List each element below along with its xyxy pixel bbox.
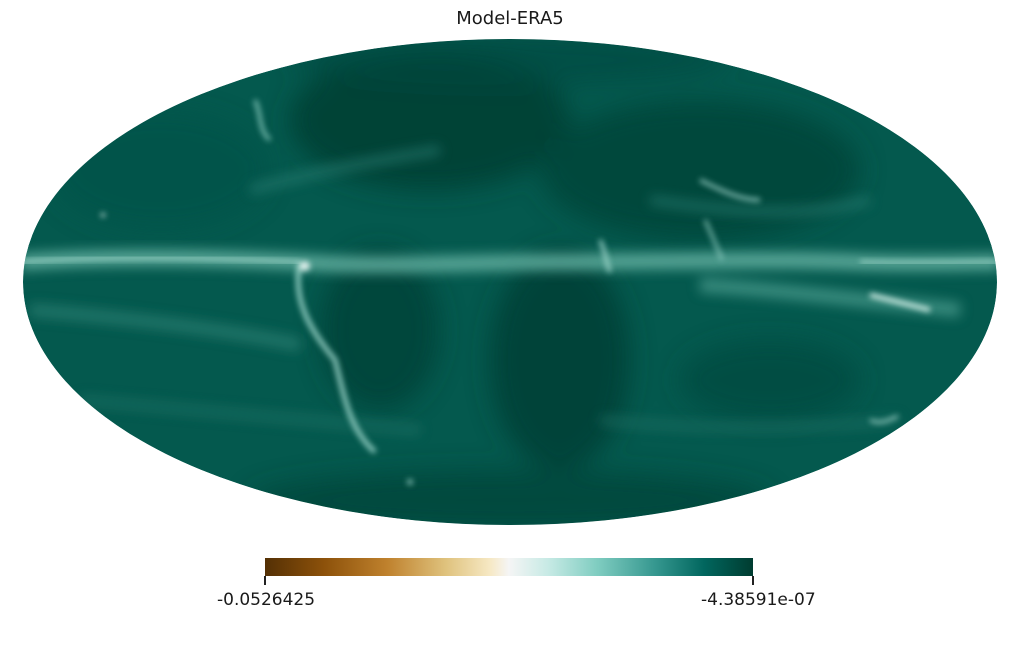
colorbar-max-label: -4.38591e-07 bbox=[701, 590, 816, 610]
bright-highlights bbox=[101, 99, 931, 485]
storm-tracks bbox=[79, 145, 901, 435]
itcz-core bbox=[23, 255, 997, 266]
map-title: Model-ERA5 bbox=[456, 8, 564, 29]
colorbar bbox=[265, 558, 753, 576]
colorbar-min-tick bbox=[264, 576, 266, 585]
globe-field bbox=[23, 39, 997, 525]
dark-regions bbox=[50, 39, 860, 525]
colorbar-min-label: -0.0526425 bbox=[217, 590, 316, 610]
colorbar-max-tick bbox=[752, 576, 754, 585]
